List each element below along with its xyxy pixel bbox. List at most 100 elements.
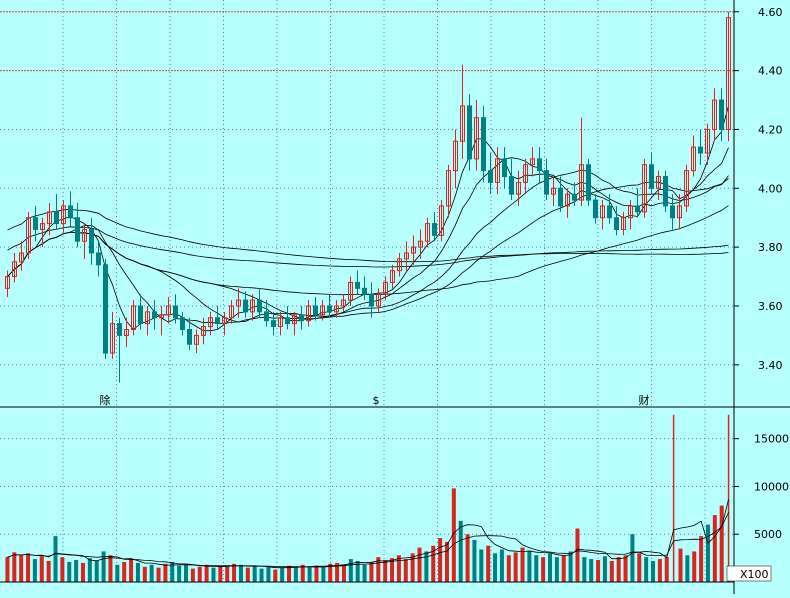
volume-bar (699, 536, 704, 582)
candle (677, 194, 682, 230)
candle (537, 147, 542, 183)
candle (502, 147, 507, 189)
candle (649, 152, 654, 195)
candle (698, 129, 703, 165)
volume-bar (596, 560, 601, 582)
candle-body (327, 305, 332, 313)
candle (460, 64, 465, 159)
moving-average-line (7, 147, 729, 324)
candle-body (698, 146, 703, 154)
event-marker: 除 (100, 393, 111, 407)
y-tick-label: 3.40 (758, 359, 783, 372)
candle (376, 288, 381, 312)
volume-average-line (7, 499, 729, 569)
candle-body (565, 193, 570, 207)
volume-bar (424, 551, 429, 582)
volume-panel: 5000 10000 15000 X100 (0, 410, 789, 583)
candle-body (726, 17, 731, 130)
candle-body (628, 205, 633, 219)
candle (292, 311, 297, 336)
candle-body (397, 258, 402, 272)
candle-body (89, 228, 94, 254)
event-marker: 财 (639, 393, 650, 407)
candle (68, 191, 73, 227)
volume-bar (300, 564, 305, 582)
candle (117, 317, 122, 383)
candle-body (278, 317, 283, 328)
volume-bar (458, 520, 463, 582)
volume-bar (149, 564, 154, 582)
candle (481, 105, 486, 183)
volume-bar (390, 558, 395, 582)
candle-body (201, 326, 206, 336)
volume-bar (39, 556, 44, 582)
volume-bar (554, 557, 559, 582)
volume-bar (142, 566, 147, 582)
candle (362, 276, 367, 301)
candle (390, 264, 395, 289)
candle-body (285, 317, 290, 325)
candle (271, 311, 276, 336)
moving-average-line (7, 208, 729, 263)
volume-bar (101, 551, 106, 582)
candle (425, 217, 430, 248)
candle (61, 200, 66, 233)
moving-average-line (7, 205, 729, 296)
candle (544, 158, 549, 201)
candle (383, 276, 388, 301)
candle (33, 205, 38, 242)
volume-bar (548, 553, 552, 582)
volume-bar (190, 568, 195, 582)
candle-body (180, 317, 185, 331)
volume-bar (122, 561, 127, 582)
candle (621, 211, 626, 236)
candle-body (222, 317, 227, 325)
candle-body (236, 299, 241, 307)
candle-body (425, 223, 430, 242)
candle (54, 194, 59, 230)
candle-body (649, 164, 654, 189)
candle-body (691, 146, 696, 172)
volume-bar (479, 549, 484, 582)
volume-bar (266, 566, 271, 582)
candle (201, 317, 206, 345)
volume-bar (156, 567, 161, 582)
candle (663, 170, 668, 212)
volume-bar (520, 547, 525, 582)
candle (355, 270, 360, 295)
candle-body (600, 205, 605, 219)
candle (313, 297, 318, 321)
candle-body (656, 176, 661, 189)
candle-body (166, 305, 171, 316)
volume-bar (651, 560, 656, 582)
candle-body (313, 305, 318, 316)
volume-bar (644, 557, 649, 582)
candle (229, 300, 234, 324)
volume-bar (692, 551, 697, 582)
candle (306, 300, 311, 327)
candle-body (418, 240, 423, 248)
y-tick-label: 4.60 (758, 6, 783, 19)
volume-bar (623, 555, 628, 582)
volume-bar (293, 566, 298, 582)
volume-bar (32, 559, 37, 582)
volume-bar (53, 536, 58, 582)
volume-bar (238, 564, 243, 582)
candle-body (607, 205, 612, 219)
candle-body (299, 314, 304, 322)
candle-body (719, 99, 724, 130)
volume-bar (60, 557, 65, 582)
volume-bar (307, 567, 312, 582)
volume-bar (541, 557, 546, 582)
y-tick-label: 10000 (754, 480, 789, 493)
candle (432, 211, 437, 242)
candle (257, 288, 262, 318)
candle (488, 152, 493, 195)
candle (47, 203, 52, 236)
volume-bar (287, 565, 292, 582)
candle-body (663, 176, 668, 207)
volume-bar (280, 567, 285, 582)
